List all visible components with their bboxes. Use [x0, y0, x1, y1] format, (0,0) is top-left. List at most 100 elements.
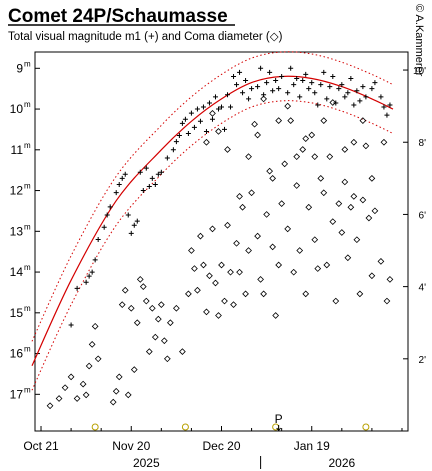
magnitude-plus-point [354, 88, 360, 94]
coma-diamond-point [215, 128, 222, 135]
chart-subtitle: Total visual magnitude m1 (+) and Coma d… [8, 31, 283, 43]
coma-diamond-point [115, 373, 123, 381]
magnitude-plus-point [276, 86, 282, 92]
coma-diamond-point [254, 131, 261, 139]
coma-diamond-point [224, 221, 231, 229]
coma-diamond-point [257, 276, 264, 283]
magnitude-plus-point [264, 80, 270, 86]
coma-diamond-point [326, 153, 334, 161]
coma-diamond-point [359, 117, 367, 124]
coma-diamond-point [308, 131, 316, 139]
magnitude-unit-label: m [24, 385, 31, 394]
magnitude-tick-label: 17 [10, 387, 24, 401]
coma-diamond-point [263, 211, 270, 218]
magnitude-plus-point [378, 94, 384, 100]
coma-diamond-point [290, 268, 298, 276]
coma-diamond-point [248, 189, 255, 197]
coma-diamond-point [236, 193, 243, 200]
magnitude-plus-point [306, 86, 312, 92]
coma-diamond-point [281, 160, 289, 168]
coma-diamond-point [269, 243, 277, 251]
coma-diamond-point [124, 391, 132, 399]
magnitude-plus-point [336, 86, 342, 92]
full-moon-marker [362, 423, 370, 431]
coma-diamond-point [118, 301, 126, 309]
magnitude-plus-point [285, 90, 291, 96]
magnitude-plus-point [384, 112, 390, 118]
coma-tick-label: 8' [419, 138, 427, 149]
coma-diamond-point [73, 395, 81, 402]
coma-diamond-point [329, 99, 337, 106]
coma-diamond-point [275, 117, 283, 124]
magnitude-plus-point [134, 218, 140, 224]
coma-diamond-point [380, 138, 388, 146]
magnitude-plus-point [309, 80, 315, 86]
magnitude-plus-point [143, 165, 149, 171]
date-tick-label: Oct 21 [23, 439, 59, 453]
magnitude-plus-point [357, 98, 363, 104]
magnitude-plus-point [231, 73, 237, 79]
coma-diamond-point [344, 254, 352, 262]
magnitude-plus-point [228, 104, 234, 110]
coma-diamond-point [311, 153, 319, 161]
coma-diamond-point [323, 261, 331, 269]
coma-diamond-point [227, 268, 234, 276]
magnitude-plus-point [152, 181, 158, 187]
magnitude-plus-point [116, 181, 122, 187]
date-tick-label: Dec 20 [202, 439, 240, 453]
coma-diamond-point [206, 272, 213, 280]
magnitude-plus-point [237, 69, 243, 75]
coma-diamond-point [136, 276, 144, 283]
coma-diamond-point [350, 138, 358, 146]
magnitude-plus-point [243, 78, 249, 84]
magnitude-plus-point [176, 133, 182, 139]
magnitude-tick-label: 11 [11, 143, 24, 157]
coma-diamond-point [212, 279, 219, 287]
coma-diamond-point [242, 290, 249, 298]
coma-diamond-point [91, 322, 99, 330]
coma-diamond-point [341, 146, 349, 153]
coma-diamond-point [293, 153, 301, 161]
coma-diamond-point [284, 225, 292, 233]
magnitude-plus-point [267, 69, 273, 75]
magnitude-plus-point [321, 69, 327, 75]
magnitude-unit-label: m [24, 100, 31, 109]
coma-diamond-point [254, 232, 261, 240]
magnitude-plus-point [155, 171, 161, 177]
magnitude-plus-point [255, 84, 261, 90]
magnitude-plus-point [113, 190, 119, 196]
coma-diamond-point [245, 247, 252, 254]
coma-diamond-point [130, 366, 138, 374]
magnitude-unit-label: m [24, 263, 31, 272]
coma-diamond-point [350, 193, 358, 200]
magnitude-plus-point [324, 96, 330, 102]
magnitude-plus-point [179, 120, 185, 126]
coma-diamond-point [148, 304, 156, 312]
magnitude-plus-point [363, 94, 369, 100]
coma-diamond-point [317, 174, 325, 182]
magnitude-plus-point [101, 224, 107, 230]
coma-diamond-point [197, 232, 204, 240]
magnitude-plus-point [209, 116, 215, 122]
coma-diamond-point [67, 373, 75, 381]
coma-diamond-point [112, 387, 120, 395]
coma-diamond-point [157, 301, 165, 309]
magnitude-plus-point [234, 82, 240, 88]
coma-diamond-point [299, 146, 307, 153]
coma-diamond-point [293, 182, 301, 189]
magnitude-plus-point [288, 65, 294, 71]
coma-diamond-point [121, 286, 129, 294]
magnitude-plus-point [194, 106, 200, 112]
coma-diamond-point [151, 333, 159, 341]
coma-diamond-point [368, 272, 376, 280]
magnitude-plus-point [294, 75, 300, 81]
coma-diamond-point [233, 239, 240, 247]
magnitude-plus-point [222, 126, 228, 132]
magnitude-plus-point [381, 104, 387, 110]
coma-diamond-point [142, 297, 150, 305]
magnitude-plus-point [330, 73, 336, 79]
magnitude-plus-point [104, 212, 110, 218]
magnitude-plus-point [387, 102, 393, 108]
magnitude-plus-point [119, 175, 125, 181]
magnitude-plus-point [300, 78, 306, 84]
